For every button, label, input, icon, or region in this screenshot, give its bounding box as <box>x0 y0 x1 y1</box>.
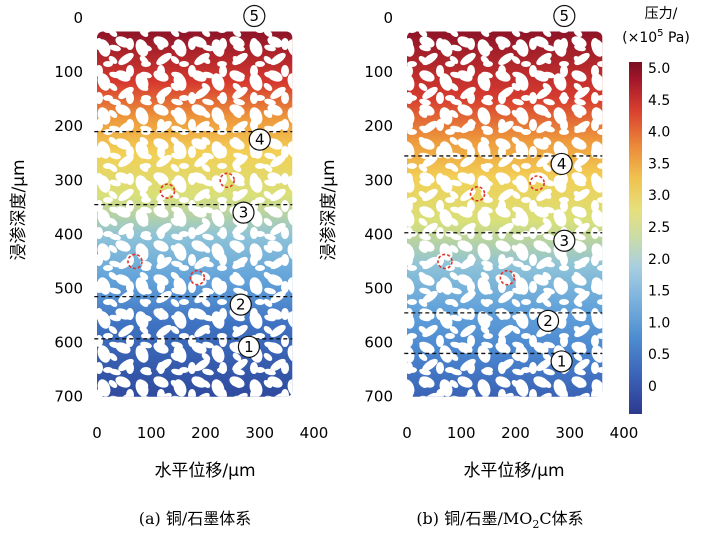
panel-a-y-tick-label: 600 <box>54 334 83 352</box>
colorbar-tick-label: 1.5 <box>648 284 670 300</box>
panel-b-y-tick-label: 700 <box>364 388 393 406</box>
panel-b-x-tick-label: 100 <box>447 424 476 442</box>
panel-a-front-marker-2 <box>229 293 252 316</box>
panel-b-front-marker-4 <box>550 152 573 176</box>
panel-b-y-tick-label: 100 <box>364 63 393 81</box>
panel-b-y-tick-label: 400 <box>364 225 393 243</box>
panel-a-fronts: 5 4 3 2 1 <box>94 4 293 358</box>
panel-b-front-label-3: 3 <box>560 232 570 250</box>
panel-a-pore-marker <box>159 183 176 199</box>
panel-a-y-tick-label: 300 <box>54 171 83 189</box>
panel-b-front-marker-5 <box>553 4 576 28</box>
panel-a-front-marker-4 <box>248 128 271 151</box>
panel-a-front-label-2: 2 <box>236 296 246 314</box>
colorbar-ticks: 5.0 4.5 4.0 3.5 3.0 2.5 2.0 1.5 1.0 0.5 0 <box>648 61 670 395</box>
panel-b-pores-layer2 <box>407 31 603 397</box>
panel-b-x-axis-label: 水平位移/μm <box>463 461 564 481</box>
panel-b-pore-marker <box>469 186 486 202</box>
colorbar-tick-label: 0.5 <box>648 347 670 363</box>
panel-b-y-tick-label: 0 <box>383 9 393 27</box>
panel-b-x-tick-label: 0 <box>402 424 412 442</box>
colorbar: 压力/ (×105 Pa) 5.0 4.5 4.0 3.5 3.0 2.5 2.0 1.5 1.… <box>622 6 690 414</box>
panel-b-caption: (b) 铜/石墨/MO2C体系 <box>416 509 583 531</box>
panel-a-y-axis-label: 浸渗深度/μm <box>9 159 29 260</box>
colorbar-tick-label: 2.5 <box>648 220 670 236</box>
panel-a-y-tick-label: 500 <box>54 280 83 298</box>
panel-b-ticks: 0 100 200 300 400 0 100 200 300 400 500 600 700 <box>364 9 638 442</box>
panel-a-x-tick-label: 400 <box>300 424 329 442</box>
panel-b-pore-marker <box>499 269 516 286</box>
panel-a-pores-layer2 <box>97 31 293 397</box>
panel-b-front-marker-1 <box>550 350 573 373</box>
panel-a-ticks: 0 100 200 300 400 0 100 200 300 400 500 600 700 <box>54 9 328 442</box>
panel-a-pore-markers <box>127 172 235 286</box>
panel-b-x-tick-label: 200 <box>501 424 530 442</box>
colorbar-tick-label: 2.0 <box>648 252 670 268</box>
panel-a-front-label-1: 1 <box>244 338 254 356</box>
panel-b: 0 100 200 300 400 0 100 200 300 400 500 600 700 5 4 3 2… <box>319 4 638 531</box>
colorbar-tick-label: 5.0 <box>648 61 670 77</box>
panel-a-y-tick-label: 100 <box>54 63 83 81</box>
panel-a-x-tick-label: 200 <box>191 424 220 442</box>
panel-b-pore-marker <box>529 175 546 191</box>
panel-a-front-label-3: 3 <box>239 204 249 222</box>
panel-b-pore-marker <box>437 253 453 270</box>
panel-b-y-tick-label: 600 <box>364 334 393 352</box>
panel-a-y-tick-label: 0 <box>73 9 83 27</box>
panel-b-fronts: 5 4 3 2 1 <box>404 4 603 373</box>
colorbar-tick-label: 1.0 <box>648 315 670 331</box>
panel-a-porous-medium <box>97 31 293 397</box>
panel-b-front-label-2: 2 <box>543 312 553 330</box>
panel-b-y-tick-label: 300 <box>364 171 393 189</box>
panel-a-x-tick-label: 100 <box>137 424 166 442</box>
panel-b-front-marker-2 <box>536 309 560 332</box>
panel-b-pore-markers <box>437 175 546 286</box>
panel-a-pore-marker <box>189 269 206 286</box>
panel-b-y-axis-label: 浸渗深度/μm <box>319 159 339 260</box>
panel-b-front-marker-3 <box>553 229 576 252</box>
panel-a-caption: (a) 铜/石墨体系 <box>139 509 252 528</box>
panel-b-porous-medium <box>407 31 603 397</box>
panel-b-front-label-5: 5 <box>560 7 570 25</box>
panel-a-front-label-5: 5 <box>250 7 260 25</box>
panel-a-y-tick-label: 200 <box>54 117 83 135</box>
panel-a-front-marker-1 <box>237 335 260 358</box>
panel-b-front-label-4: 4 <box>557 155 567 173</box>
panel-a-x-tick-label: 300 <box>245 424 274 442</box>
colorbar-title-line1: 压力/ <box>645 6 678 22</box>
colorbar-tick-label: 4.5 <box>648 93 670 109</box>
panel-b-front-label-1: 1 <box>557 352 567 370</box>
panel-b-x-tick-label: 300 <box>555 424 584 442</box>
panel-a-y-tick-label: 700 <box>54 388 83 406</box>
colorbar-tick-label: 3.0 <box>648 188 670 204</box>
panel-a-x-tick-label: 0 <box>92 424 102 442</box>
panel-b-y-tick-label: 500 <box>364 280 393 298</box>
panel-a: 0 100 200 300 400 0 100 200 300 400 500 600 700 5 4 3 2… <box>9 4 328 528</box>
colorbar-tick-label: 3.5 <box>648 156 670 172</box>
panel-a-front-marker-5 <box>243 4 266 28</box>
panel-b-x-tick-label: 400 <box>610 424 639 442</box>
panel-a-pore-marker <box>219 172 235 189</box>
panel-b-y-tick-label: 200 <box>364 117 393 135</box>
panel-a-x-axis-label: 水平位移/μm <box>154 461 255 481</box>
colorbar-title-line2: (×105 Pa) <box>622 28 690 46</box>
panel-a-pore-marker <box>127 253 143 270</box>
panel-a-front-label-4: 4 <box>255 131 265 149</box>
colorbar-gradient <box>629 62 642 414</box>
colorbar-tick-label: 4.0 <box>648 125 670 141</box>
panel-a-front-marker-3 <box>232 201 255 224</box>
colorbar-tick-label: 0 <box>648 379 657 395</box>
panel-a-y-tick-label: 400 <box>54 225 83 243</box>
